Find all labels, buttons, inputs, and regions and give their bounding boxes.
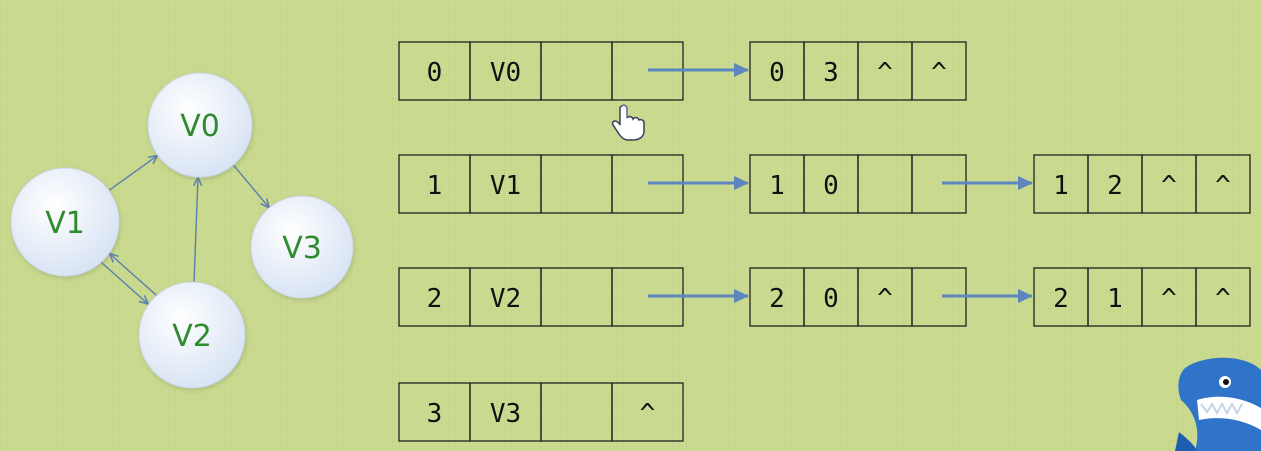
graph-node-circle xyxy=(250,195,354,299)
arc-node-1-1-cell-text-0: 1 xyxy=(1053,171,1069,201)
graph-node-v0: V0 xyxy=(147,72,253,178)
adj-row-2: 2 V2 2 0 ^ 2 1 ^ ^ xyxy=(398,267,1251,327)
arc-node-2-0-cell-text-2: ^ xyxy=(877,284,893,314)
arc-node-2-1-cell-3 xyxy=(1195,267,1251,327)
arc-node-0-0-cell-text-1: 3 xyxy=(823,58,839,88)
arc-node-1-1: 1 2 ^ ^ xyxy=(1033,154,1251,214)
arc-node-2-0: 2 0 ^ xyxy=(749,267,967,327)
arc-node-0-0-cell-3 xyxy=(911,41,967,101)
adj-row-1: 1 V1 1 0 1 2 ^ ^ xyxy=(398,154,1251,214)
arc-node-2-0-cell-text-1: 0 xyxy=(823,284,839,314)
vertex-node-2-cell-2 xyxy=(540,267,613,327)
graph-node-label: V0 xyxy=(180,109,220,144)
vertex-node-3-cell-text-1: V3 xyxy=(490,399,521,429)
adj-row-0: 0 V0 0 3 ^ ^ xyxy=(398,41,967,101)
graph-edge-v2-v1 xyxy=(109,253,157,296)
graph-node-label: V2 xyxy=(172,319,212,354)
graph-node-circle xyxy=(138,281,246,389)
vertex-node-0-cell-2 xyxy=(540,41,613,101)
arc-node-2-1-cell-text-2: ^ xyxy=(1161,284,1177,314)
arc-node-0-0-cell-text-0: 0 xyxy=(769,58,785,88)
vertex-node-2-cell-text-0: 2 xyxy=(427,284,443,314)
graph-nodes: V0 V1 V2 V3 xyxy=(10,72,354,389)
vertex-node-3-cell-2 xyxy=(540,382,613,442)
vertex-node-0-cell-text-1: V0 xyxy=(490,58,521,88)
arc-node-1-0-cell-text-0: 1 xyxy=(769,171,785,201)
vertex-node-2-cell-text-1: V2 xyxy=(490,284,521,314)
pointer-arrows xyxy=(648,63,1033,303)
vertex-node-1-cell-2 xyxy=(540,154,613,214)
vertex-node-1-cell-text-0: 1 xyxy=(427,171,443,201)
graph-node-circle xyxy=(147,72,253,178)
arc-node-1-0-cell-text-1: 0 xyxy=(823,171,839,201)
arc-node-1-1-cell-text-3: ^ xyxy=(1215,171,1231,201)
vertex-node-3-cell-3 xyxy=(611,382,684,442)
vertex-node-3-cell-text-0: 3 xyxy=(427,399,443,429)
arc-node-2-1-cell-text-0: 2 xyxy=(1053,284,1069,314)
graph-edges xyxy=(100,155,269,304)
graph-node-circle xyxy=(10,167,120,277)
adj-row-3: 3 V3 ^ xyxy=(398,382,684,442)
arc-node-2-0-cell-text-0: 2 xyxy=(769,284,785,314)
arc-node-2-1-cell-text-3: ^ xyxy=(1215,284,1231,314)
arc-node-2-1-cell-text-1: 1 xyxy=(1107,284,1123,314)
shark-mascot-logo xyxy=(1175,357,1261,451)
graph-node-v2: V2 xyxy=(138,281,246,389)
vertex-node-0-cell-text-0: 0 xyxy=(427,58,443,88)
graph-edge-v0-v3 xyxy=(232,164,269,208)
graph-node-v3: V3 xyxy=(250,195,354,299)
arc-node-1-1-cell-text-1: 2 xyxy=(1107,171,1123,201)
graph-node-v1: V1 xyxy=(10,167,120,277)
arc-node-0-0: 0 3 ^ ^ xyxy=(749,41,967,101)
adjacency-rows: 0 V0 0 3 ^ ^1 V1 1 0 1 2 ^ ^2 V2 2 0 ^ 2 1 ^ ^3 V3 ^ xyxy=(398,41,1251,442)
arc-node-0-0-cell-text-2: ^ xyxy=(877,58,893,88)
graph-edge-v2-v0 xyxy=(194,177,198,283)
arc-node-0-0-cell-text-3: ^ xyxy=(931,58,947,88)
arc-node-1-0-cell-2 xyxy=(857,154,913,214)
graph-edge-v1-v2 xyxy=(100,261,148,304)
graph-node-label: V3 xyxy=(282,231,322,266)
arc-node-1-1-cell-3 xyxy=(1195,154,1251,214)
arc-node-1-1-cell-text-2: ^ xyxy=(1161,171,1177,201)
vertex-node-1-cell-text-1: V1 xyxy=(490,171,521,201)
graph-edge-v1-v0 xyxy=(108,155,158,192)
arc-node-2-1: 2 1 ^ ^ xyxy=(1033,267,1251,327)
vertex-node-3-cell-text-3: ^ xyxy=(640,399,656,429)
hand-cursor-icon xyxy=(611,104,645,141)
graph-node-label: V1 xyxy=(45,206,85,241)
